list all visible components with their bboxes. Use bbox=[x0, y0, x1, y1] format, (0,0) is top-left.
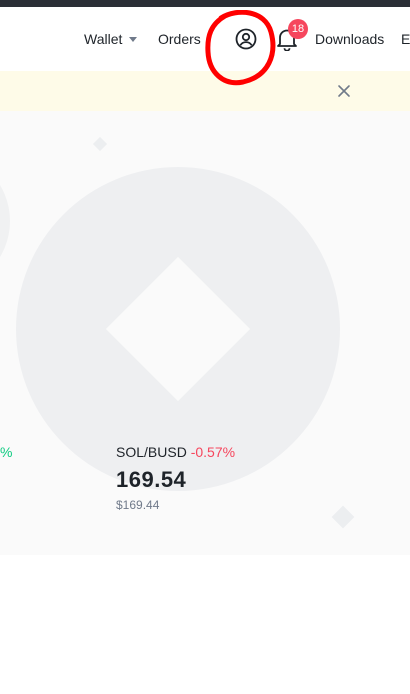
market-card-pair[interactable]: SOL/BUSD -0.57% bbox=[116, 444, 235, 460]
pair-change: -0.57% bbox=[190, 444, 236, 460]
nav-truncated-item[interactable]: E bbox=[401, 31, 410, 47]
top-nav-bar: Wallet Orders 18 Downloads E bbox=[0, 7, 410, 71]
close-icon[interactable] bbox=[337, 84, 351, 98]
left-card-change: % bbox=[0, 444, 13, 460]
nav-wallet[interactable]: Wallet bbox=[84, 31, 123, 47]
decorative-diamond bbox=[331, 505, 355, 529]
caret-down-icon[interactable] bbox=[129, 37, 137, 42]
browser-top-strip bbox=[0, 0, 410, 7]
nav-downloads[interactable]: Downloads bbox=[315, 31, 385, 47]
user-circle-icon[interactable] bbox=[234, 27, 258, 51]
market-hero: % SOL/BUSD -0.57% 169.54 $169.44 bbox=[0, 111, 410, 555]
pair-price: 169.54 bbox=[116, 467, 187, 492]
notice-bar bbox=[0, 71, 410, 111]
nav-orders[interactable]: Orders bbox=[158, 31, 201, 47]
pair-usd-price: $169.44 bbox=[116, 498, 160, 512]
notification-badge: 18 bbox=[288, 19, 308, 39]
decorative-diamond bbox=[92, 136, 108, 152]
coin-placeholder-left bbox=[0, 151, 10, 291]
pair-name: SOL/BUSD bbox=[116, 444, 187, 460]
